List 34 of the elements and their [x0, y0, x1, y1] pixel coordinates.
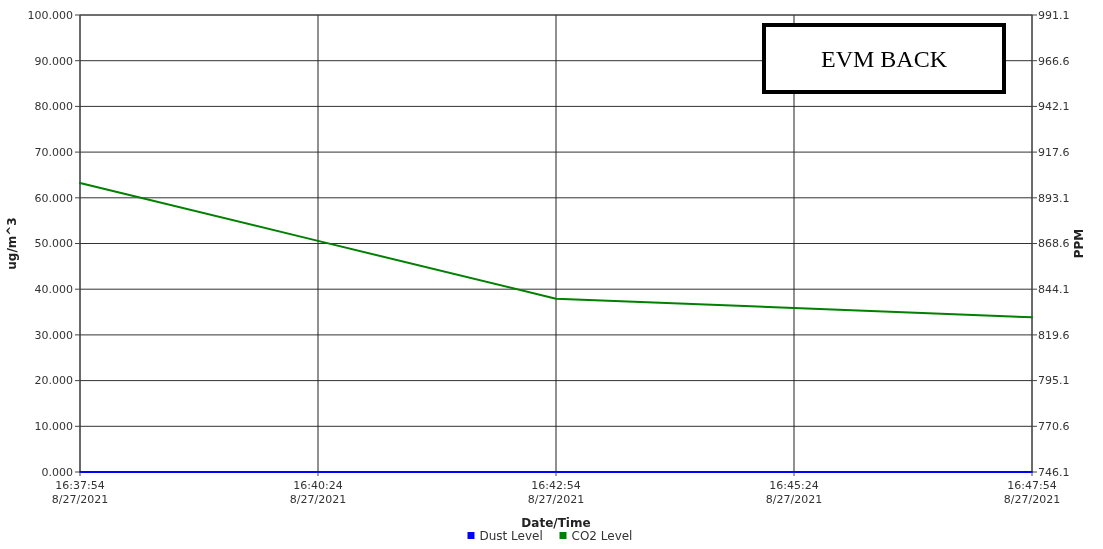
y2-tick-label: 844.1 [1038, 283, 1070, 297]
y2-tick-label: 795.1 [1038, 374, 1070, 388]
x-tick-label: 16:47:54 8/27/2021 [1003, 479, 1061, 506]
y-axis-title: ug/m^3 [5, 217, 19, 270]
y2-tick-label: 991.1 [1038, 8, 1070, 22]
x-tick-label: 16:37:54 8/27/2021 [51, 479, 109, 506]
x-axis-title: Date/Time [521, 516, 591, 530]
y-tick-label: 60.000 [34, 191, 73, 205]
line-series [79, 182, 1033, 319]
y-tick-label: 50.000 [34, 237, 73, 251]
y-tick-label: 80.000 [34, 100, 73, 114]
y2-tick-label: 746.1 [1038, 465, 1070, 479]
y-tick-label: 90.000 [34, 54, 73, 68]
y-tick-label: 10.000 [34, 420, 73, 434]
y-tick-label: 40.000 [34, 283, 73, 297]
x-tick-label: 16:42:54 8/27/2021 [527, 479, 585, 506]
y2-tick-label: 893.1 [1038, 191, 1070, 205]
y2-tick-label: 770.6 [1038, 420, 1070, 434]
x-tick-label: 16:40:24 8/27/2021 [289, 479, 347, 506]
y-tick-label: 100.000 [27, 8, 73, 22]
y2-tick-label: 819.6 [1038, 328, 1070, 342]
y2-tick-label: 966.6 [1038, 54, 1070, 68]
y2-tick-label: 917.6 [1038, 145, 1070, 159]
annotation: EVM BACK [820, 46, 948, 73]
y-tick-label: 20.000 [34, 374, 73, 388]
legend-label: Dust Level [479, 529, 543, 543]
x-tick-label: 16:45:24 8/27/2021 [765, 479, 823, 506]
y-tick-label: 30.000 [34, 328, 73, 342]
y2-axis-title: PPM [1072, 228, 1086, 259]
legend-label: CO2 Level [571, 529, 633, 543]
y-tick-label: 70.000 [34, 145, 73, 159]
y2-tick-label: 942.1 [1038, 100, 1070, 114]
y-tick-label: 0.000 [41, 465, 73, 479]
y2-tick-label: 868.6 [1038, 237, 1070, 251]
